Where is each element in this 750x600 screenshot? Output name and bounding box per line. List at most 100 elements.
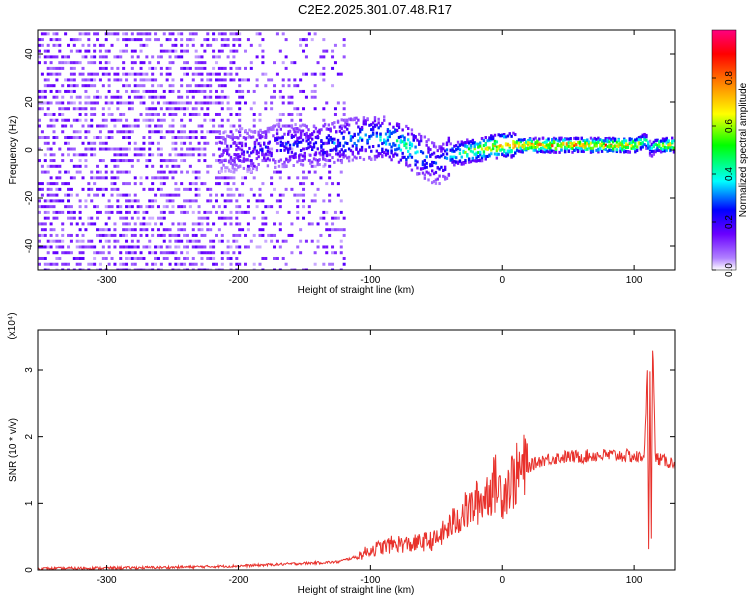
spectrogram-cell (421, 151, 425, 155)
spectrogram-cell (174, 49, 178, 53)
spectrogram-cell (93, 55, 97, 59)
spectrogram-cell (388, 132, 391, 136)
spectrogram-cell (569, 145, 572, 149)
spectrogram-cell (119, 262, 123, 266)
spectrogram-y-tick-label: -20 (24, 190, 35, 205)
spectrogram-cell (497, 133, 500, 137)
spectrogram-cell (69, 95, 73, 99)
snr-x-tick-label: -100 (360, 575, 380, 586)
spectrogram-cell (296, 136, 299, 140)
spectrogram-cell (98, 239, 102, 243)
spectrogram-cell (142, 61, 146, 65)
spectrogram-cell (558, 137, 561, 141)
spectrogram-cell (127, 147, 131, 151)
spectrogram-cell (290, 101, 294, 105)
spectrogram-cell (145, 89, 149, 93)
spectrogram-cell (159, 170, 163, 174)
spectrogram-cell (113, 239, 117, 243)
spectrogram-cell (508, 149, 511, 153)
spectrogram-cell (604, 137, 607, 141)
spectrogram-cell (156, 268, 160, 270)
spectrogram-cell (130, 124, 134, 128)
spectrogram-cell (40, 38, 44, 42)
spectrogram-cell (366, 141, 369, 145)
spectrogram-cell (296, 107, 300, 111)
spectrogram-cell (119, 216, 123, 220)
spectrogram-cell (101, 141, 105, 145)
spectrogram-cell (490, 137, 493, 141)
spectrogram-cell (261, 182, 265, 186)
spectrogram-cell (174, 112, 178, 116)
spectrogram-cell (473, 152, 476, 156)
spectrogram-cell (55, 251, 59, 255)
spectrogram-cell (122, 112, 126, 116)
spectrogram-cell (399, 140, 403, 144)
spectrogram-cell (136, 153, 140, 157)
spectrogram-cell (312, 130, 316, 134)
spectrogram-cell (347, 117, 351, 121)
spectrogram-cell (203, 268, 207, 270)
spectrogram-cell (154, 32, 158, 36)
spectrogram-cell (661, 139, 665, 143)
spectrogram-cell (587, 144, 591, 148)
spectrogram-cell (159, 193, 163, 197)
spectrogram-cell (224, 158, 227, 162)
spectrogram-cell (110, 66, 114, 70)
spectrogram-cell (130, 66, 134, 70)
spectrogram-cell (139, 251, 143, 255)
spectrogram-cell (302, 107, 306, 111)
spectrogram-cell (584, 148, 587, 152)
spectrogram-cell (81, 251, 85, 255)
spectrogram-cell (333, 107, 337, 111)
spectrogram-cell (127, 182, 131, 186)
spectrogram-cell (339, 245, 343, 249)
spectrogram-cell (244, 129, 247, 133)
spectrogram-cell (125, 245, 129, 249)
spectrogram-cell (133, 182, 137, 186)
spectrogram-cell (110, 170, 114, 174)
spectrogram-cell (72, 101, 76, 105)
spectrogram-cell (113, 147, 117, 151)
spectrogram-cell (125, 124, 129, 128)
spectrogram-cell (212, 130, 216, 134)
spectrogram-cell (38, 38, 41, 42)
spectrogram-cell (299, 153, 303, 157)
spectrogram-cell (506, 153, 510, 157)
colorbar-gradient (711, 29, 737, 271)
spectrogram-cell (336, 216, 340, 220)
spectrogram-cell (333, 160, 336, 164)
spectrogram-cell (188, 164, 192, 168)
spectrogram-cell (168, 245, 172, 249)
spectrogram-cell (217, 159, 221, 163)
spectrogram-cell (81, 268, 85, 270)
spectrogram-cell (113, 262, 117, 266)
spectrogram-cell (122, 38, 126, 42)
spectrogram-cell (293, 130, 297, 134)
spectrogram-cell (647, 143, 650, 147)
spectrogram-cell (116, 72, 120, 76)
spectrogram-cell (262, 154, 266, 158)
spectrogram-cell (38, 233, 41, 237)
spectrogram-cell (641, 143, 644, 147)
spectrogram-cell (349, 149, 353, 153)
spectrogram-cell (229, 112, 233, 116)
spectrogram-cell (258, 245, 262, 249)
spectrogram-cell (304, 95, 308, 99)
spectrogram-cell (475, 142, 478, 146)
spectrogram-cell (379, 132, 382, 136)
spectrogram-cell (235, 38, 239, 42)
spectrogram-cell (52, 216, 56, 220)
spectrogram-cell (580, 143, 583, 147)
spectrogram-cell (515, 147, 519, 151)
spectrogram-cell (307, 170, 311, 174)
spectrogram-cell (125, 233, 129, 237)
spectrogram-cell (64, 170, 68, 174)
spectrogram-cell (539, 149, 543, 153)
spectrogram-cell (55, 55, 59, 59)
spectrogram-cell (90, 222, 94, 226)
spectrogram-cell (484, 147, 487, 151)
spectrogram-cell (575, 137, 578, 141)
spectrogram-cell (328, 262, 332, 266)
spectrogram-cell (67, 210, 71, 214)
spectrogram-cell (302, 176, 306, 180)
